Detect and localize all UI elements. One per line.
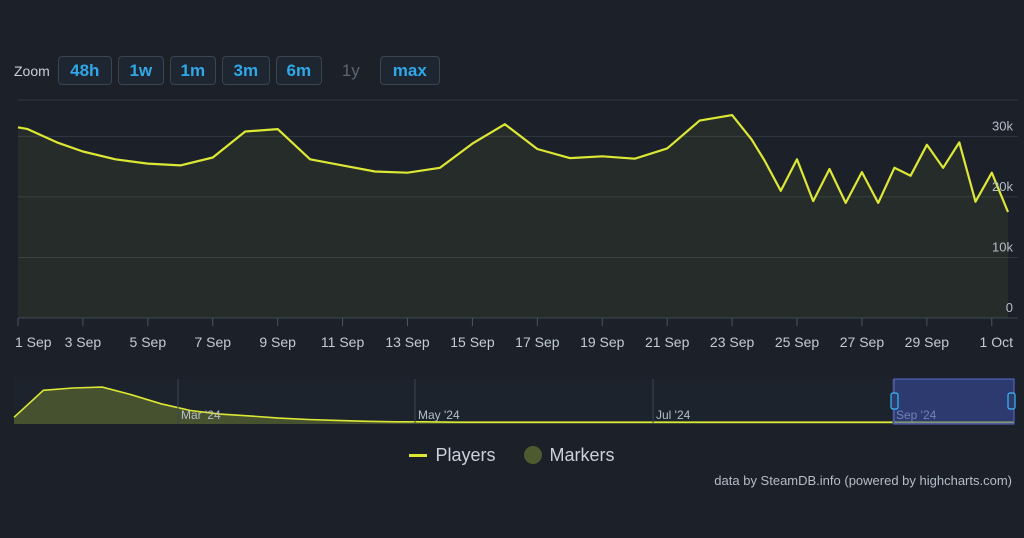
x-tick-label: 27 Sep: [840, 334, 885, 350]
zoom-1w-button[interactable]: 1w: [117, 56, 164, 85]
x-tick-label: 23 Sep: [710, 334, 755, 350]
legend-item-players[interactable]: Players: [409, 444, 496, 466]
y-tick-label: 0: [1006, 300, 1013, 315]
legend-item-markers[interactable]: Markers: [523, 444, 615, 466]
x-axis-labels: 1 Sep 3 Sep 5 Sep 7 Sep 9 Sep 11 Sep 13 Sep 15 …: [15, 318, 1013, 350]
x-tick-label: 7 Sep: [194, 334, 231, 350]
x-tick-label: 3 Sep: [65, 334, 102, 350]
navigator-handle[interactable]: [1007, 392, 1016, 410]
y-tick-label: 20k: [992, 179, 1013, 194]
players-series-line[interactable]: [17, 114, 1010, 213]
navigator-tick-label: May '24: [418, 408, 460, 422]
x-tick-label: 9 Sep: [259, 334, 296, 350]
players-line[interactable]: [17, 114, 1010, 213]
x-tick-label: 1 Sep: [15, 334, 52, 350]
x-tick-label: 21 Sep: [645, 334, 690, 350]
x-tick-label: 5 Sep: [130, 334, 167, 350]
navigator-tick-label: Jul '24: [656, 408, 691, 422]
zoom-max-button[interactable]: max: [379, 56, 440, 85]
x-tick-label: 15 Sep: [450, 334, 495, 350]
legend-markers-dot-icon: [523, 446, 542, 464]
zoom-1m-button[interactable]: 1m: [169, 56, 216, 85]
x-tick-label: 25 Sep: [775, 334, 820, 350]
legend-markers-label: Markers: [549, 444, 615, 465]
legend-players-label: Players: [435, 444, 496, 465]
legend: Players Markers: [0, 443, 1024, 467]
navigator-selection[interactable]: [893, 378, 1015, 425]
navigator-line: [13, 386, 1014, 423]
players-line-chart[interactable]: 0 10k 20k 30k 1 Sep 3 Sep 5 Sep 7 Sep 9 Sep 11 S…: [0, 0, 1024, 360]
y-tick-label: 10k: [992, 239, 1013, 254]
x-tick-label: 11 Sep: [321, 334, 365, 350]
zoom-48h-button[interactable]: 48h: [57, 56, 112, 85]
navigator-tick-label: Mar '24: [181, 408, 221, 422]
zoom-1y-button[interactable]: 1y: [341, 60, 360, 80]
players-area: [18, 115, 1008, 318]
x-tick-label: 19 Sep: [580, 334, 625, 350]
x-tick-label: 17 Sep: [515, 334, 560, 350]
zoom-label: Zoom: [14, 62, 50, 79]
navigator-handle[interactable]: [890, 392, 899, 410]
credit-text[interactable]: data by SteamDB.info (powered by highcha…: [714, 473, 1012, 488]
legend-players-line-icon: [409, 453, 428, 457]
grid-lines: [18, 99, 1018, 319]
players-area-fill: [18, 115, 1008, 318]
y-axis-labels: 0 10k 20k 30k: [992, 118, 1013, 315]
x-tick-label: 1 Oct: [980, 334, 1014, 350]
y-tick-label: 30k: [992, 118, 1013, 133]
zoom-3m-button[interactable]: 3m: [221, 56, 270, 85]
x-tick-label: 13 Sep: [385, 334, 430, 350]
zoom-bar: Zoom 48h 1w 1m 3m 6m 1y max: [14, 55, 440, 86]
zoom-6m-button[interactable]: 6m: [275, 56, 322, 85]
x-tick-label: 29 Sep: [905, 334, 950, 350]
